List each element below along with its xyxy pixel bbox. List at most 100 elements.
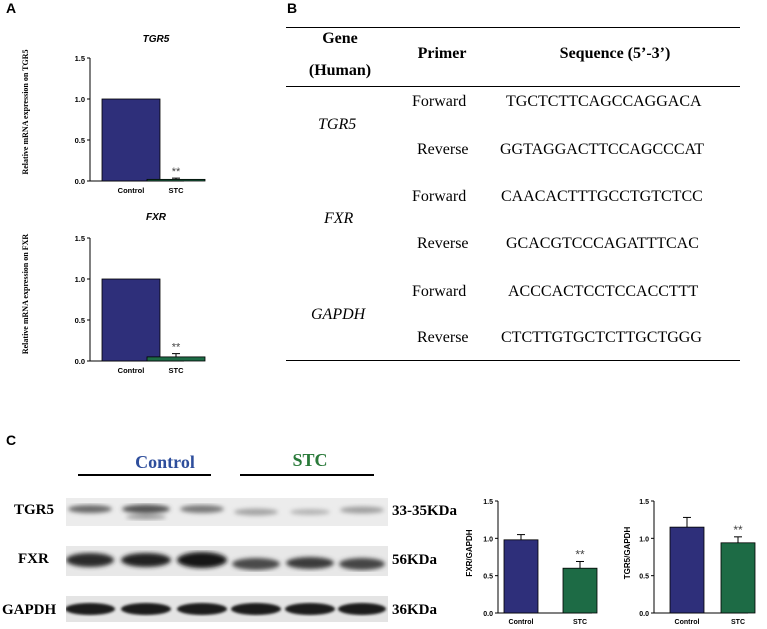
panel-label-c: C — [6, 432, 17, 448]
primer-reverse: Reverse — [417, 329, 469, 346]
y-tick-label: 1.0 — [639, 536, 649, 543]
band — [177, 603, 227, 615]
y-tick-label: 1.5 — [483, 499, 493, 506]
x-tick-label: Control — [509, 619, 534, 626]
chart-title: FXR — [146, 212, 167, 223]
bar — [101, 278, 161, 362]
x-tick-label: STC — [731, 619, 745, 626]
y-tick-label: 0.0 — [75, 357, 85, 366]
band — [340, 506, 384, 514]
table-top-rule — [286, 27, 740, 28]
significance-marker: ** — [172, 342, 181, 354]
band — [286, 557, 334, 569]
primer-forward: Forward — [412, 93, 467, 110]
bar — [562, 567, 598, 614]
protein-label-fxr: FXR — [18, 551, 49, 567]
band — [121, 603, 171, 615]
table-bottom-rule — [286, 360, 740, 361]
bar — [146, 178, 206, 182]
y-tick-label: 0.0 — [483, 611, 493, 618]
y-tick-label: 0.5 — [75, 136, 85, 145]
bar — [669, 526, 705, 614]
protein-label-gapdh: GAPDH — [2, 602, 57, 618]
band — [285, 603, 335, 615]
y-tick-label: 0.0 — [75, 177, 85, 186]
protein-label-tgr5: TGR5 — [14, 502, 55, 518]
y-axis-label: FXR/GAPDH — [465, 529, 474, 576]
panel-label-a: A — [6, 0, 17, 16]
x-tick-label: STC — [573, 619, 587, 626]
band — [234, 508, 278, 516]
band — [232, 558, 280, 570]
band — [121, 553, 171, 567]
primer-reverse: Reverse — [417, 141, 469, 158]
header-primer: Primer — [417, 45, 467, 62]
group-bracket-control — [78, 474, 211, 476]
blot-strip-fxr — [66, 546, 388, 576]
chart-title: TGR5 — [143, 34, 170, 45]
y-tick-label: 0.0 — [639, 611, 649, 618]
band — [66, 553, 114, 567]
y-tick-label: 1.5 — [75, 54, 85, 63]
bar — [146, 356, 206, 362]
bar — [101, 98, 161, 182]
primer-forward: Forward — [412, 188, 467, 205]
x-tick-label: STC — [169, 186, 185, 195]
gene-fxr: FXR — [324, 210, 354, 227]
x-tick-label: Control — [118, 186, 145, 195]
sequence-forward: CAACACTTTGCCTGTCTCC — [501, 188, 703, 205]
bar — [503, 539, 539, 614]
band — [339, 558, 385, 570]
bar — [720, 542, 756, 614]
band-size-tgr5: 33-35KDa — [392, 503, 457, 519]
band — [177, 552, 227, 568]
significance-marker: ** — [172, 166, 181, 178]
band-size-gapdh: 36KDa — [392, 602, 437, 618]
band — [231, 603, 281, 615]
header-sequence: Sequence (5’-3’) — [559, 45, 671, 62]
y-axis-label: Relative mRNA expression on FXR — [21, 234, 30, 355]
table-header-rule — [286, 86, 740, 87]
panel-label-b: B — [287, 0, 298, 16]
band — [122, 504, 170, 514]
western-blot-image — [66, 498, 388, 622]
group-bracket-stc — [240, 474, 374, 476]
header-gene-sub: (Human) — [308, 62, 372, 79]
y-axis-label: TGR5/GAPDH — [623, 527, 632, 580]
y-tick-label: 1.5 — [75, 234, 85, 243]
y-tick-label: 1.0 — [75, 95, 85, 104]
band — [338, 603, 386, 615]
chart-tgr5-mrna: TGR5 Relative mRNA expression on TGR5 0.… — [21, 34, 206, 195]
significance-marker: ** — [733, 523, 743, 537]
y-tick-label: 1.0 — [75, 275, 85, 284]
y-tick-label: 0.5 — [639, 574, 649, 581]
band-size-fxr: 56KDa — [392, 552, 437, 568]
sequence-forward: ACCCACTCCTCCACCTTT — [508, 283, 699, 300]
sequence-reverse: GCACGTCCCAGATTTCAC — [506, 235, 699, 252]
sequence-reverse: GGTAGGACTTCCAGCCCAT — [500, 141, 705, 158]
sequence-forward: TGCTCTTCAGCCAGGACA — [506, 93, 702, 110]
x-tick-label: Control — [675, 619, 700, 626]
band — [68, 505, 112, 513]
gene-gapdh: GAPDH — [311, 306, 366, 323]
blot-strip-tgr5 — [66, 498, 388, 526]
y-tick-label: 0.5 — [483, 574, 493, 581]
chart-fxr-gapdh: FXR/GAPDH 0.0 0.5 1.0 1.5 Control ** STC — [465, 499, 598, 626]
band — [290, 509, 330, 515]
band — [180, 505, 224, 513]
chart-fxr-mrna: FXR Relative mRNA expression on FXR 0.0 0… — [21, 212, 206, 375]
chart-tgr5-gapdh: TGR5/GAPDH 0.0 0.5 1.0 1.5 Control ** STC — [623, 499, 756, 626]
group-label-stc: STC — [292, 450, 328, 470]
group-label-control: Control — [135, 452, 195, 472]
x-tick-label: STC — [169, 366, 185, 375]
primer-reverse: Reverse — [417, 235, 469, 252]
y-tick-label: 0.5 — [75, 316, 85, 325]
x-tick-label: Control — [118, 366, 145, 375]
header-gene: Gene — [322, 30, 358, 47]
band — [66, 603, 115, 615]
y-axis-label: Relative mRNA expression on TGR5 — [21, 49, 30, 174]
significance-marker: ** — [575, 547, 585, 561]
sequence-reverse: CTCTTGTGCTCTTGCTGGG — [501, 329, 702, 346]
y-tick-label: 1.5 — [639, 499, 649, 506]
primer-forward: Forward — [412, 283, 467, 300]
